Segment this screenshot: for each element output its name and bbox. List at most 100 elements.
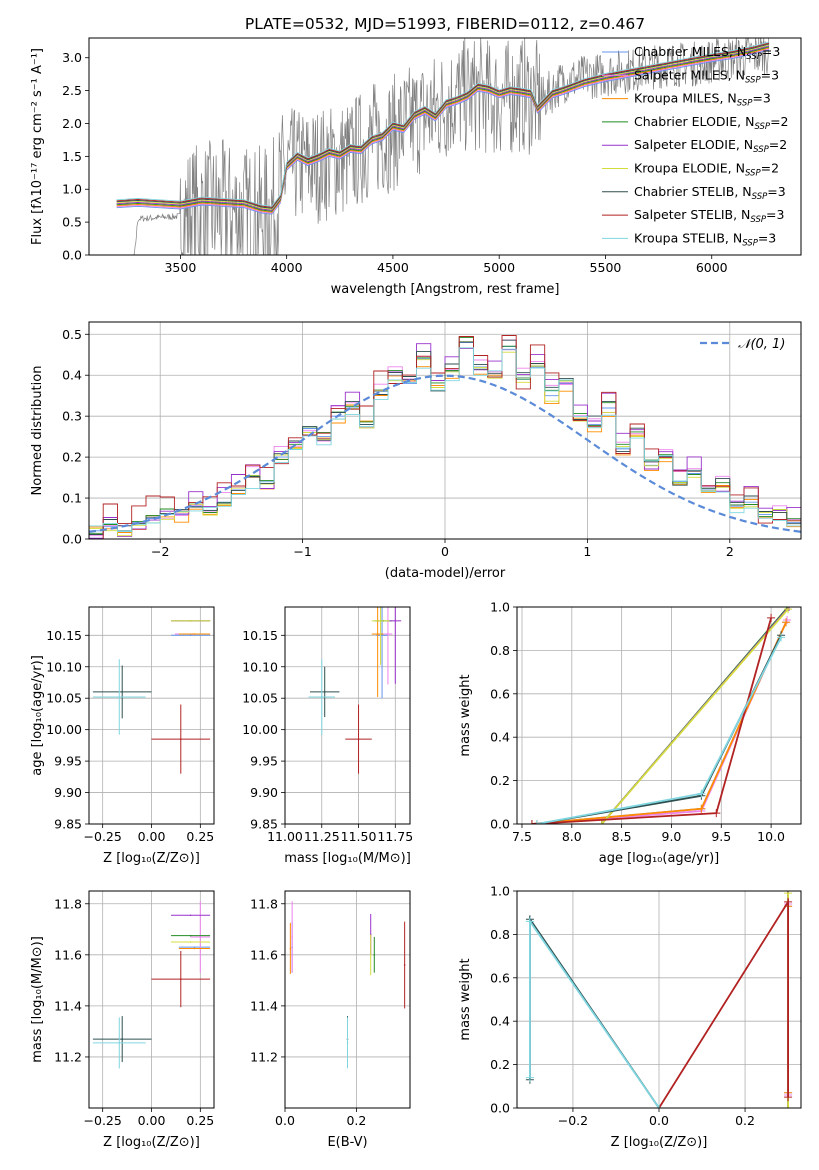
x-tick-label: 0.25 [186, 1113, 214, 1128]
y-tick-label: 10.15 [46, 628, 82, 643]
y-tick-label: 0.0 [62, 248, 82, 263]
data-point-7 [179, 978, 182, 980]
mw-vs-Z-data [525, 891, 793, 1108]
y-tick-label: 0.2 [62, 450, 82, 465]
data-point-8 [118, 1042, 121, 1044]
plus-marker-8-1 [697, 789, 706, 798]
data-point-4 [394, 620, 397, 622]
x-axis-label: Z [log₁₀(Z/Z⊙)] [103, 1135, 200, 1150]
plus-marker-8-2 [777, 633, 786, 642]
mw-vs-Z-panel: −0.2 0.0 0.2 0.0 0.2 0.4 0.6 0.8 1.0 Z [log₁₀(Z/Z… [458, 884, 802, 1150]
mass-vs-ebv-panel: 0.0 0.2 11.2 11.4 11.6 11.8 E(B-V) [250, 890, 411, 1150]
y-tick-label: 10.15 [242, 628, 278, 643]
plus-marker-5-1 [784, 607, 793, 614]
mass-vs-ebv-data [289, 901, 406, 1069]
y-tick-label: 3.0 [62, 50, 82, 65]
y-tick-label: 11.4 [250, 998, 278, 1013]
model-line-6 [116, 43, 770, 209]
residuals-data [89, 335, 801, 539]
x-tick-label: 11.25 [304, 829, 340, 844]
x-tick-label: 0.00 [138, 1113, 166, 1128]
x-tick-label: 11.00 [267, 829, 303, 844]
histogram-step-6 [89, 339, 801, 535]
residuals-panel: −2 −1 0 1 2 0.0 0.1 0.2 0.3 0.4 0.5 (data-model)/er… [30, 321, 802, 581]
x-tick-label: 4000 [271, 260, 303, 275]
data-point-7 [403, 964, 406, 966]
y-tick-label: 0.0 [490, 1101, 510, 1116]
y-tick-label: 9.95 [250, 754, 278, 769]
data-point-2 [376, 633, 379, 635]
x-axis-label: Z [log₁₀(Z/Z⊙)] [611, 1135, 708, 1150]
figure-title: PLATE=0532, MJD=51993, FIBERID=0112, z=0… [245, 15, 645, 33]
y-tick-label: 2.5 [62, 83, 82, 98]
y-tick-label: 0.6 [490, 970, 510, 985]
y-axis-label: mass [log₁₀(M/M⊙)] [30, 936, 45, 1063]
x-tick-label: 7.5 [512, 829, 532, 844]
age-vs-Z-data [92, 620, 211, 774]
legend-entry-3: Chabrier ELODIE, NSSP=2 [634, 114, 789, 132]
x-tick-label: 5000 [483, 260, 515, 275]
mass-weight-line-5 [601, 608, 789, 824]
y-tick-label: 10.00 [242, 722, 278, 737]
x-tick-label: 0 [441, 544, 449, 559]
plus-marker-2-1 [697, 804, 706, 813]
axes-frame [88, 37, 802, 256]
x-tick-label: 0.2 [346, 1113, 366, 1128]
data-point-3 [189, 934, 192, 937]
x-tick-label: 8.0 [562, 829, 582, 844]
data-point-3 [373, 954, 376, 956]
plus-marker-7-1 [784, 897, 793, 906]
y-tick-label: 10.00 [46, 722, 82, 737]
y-tick-label: 1.0 [62, 182, 82, 197]
plus-marker-8-0 [532, 820, 541, 824]
mw-vs-age-panel: 7.5 8.0 8.5 9.0 9.5 10.0 0.0 0.2 0.4 0.6 0.8 1.0 age… [458, 600, 802, 866]
y-tick-label: 11.8 [250, 896, 278, 911]
x-tick-label: 6000 [696, 260, 728, 275]
y-tick-label: 11.8 [54, 896, 82, 911]
axes-frame [88, 890, 215, 1109]
axes-frame [284, 606, 411, 825]
data-point-6 [121, 691, 124, 693]
axes-frame [516, 606, 802, 825]
age-vs-mass-data [308, 607, 402, 774]
data-point-8 [320, 696, 323, 698]
spectrum-panel: 3500 4000 4500 5000 5500 6000 0.0 0.5 1.0 1.5 2.0 2… [30, 37, 802, 297]
axes-frame [88, 606, 215, 825]
plus-marker-7-1 [712, 809, 721, 818]
y-tick-label: 0.8 [490, 927, 510, 942]
data-point-8 [118, 696, 121, 698]
axes-frame [516, 890, 802, 1109]
data-point-6 [121, 1038, 124, 1040]
data-point-7 [179, 738, 182, 740]
x-tick-label: 0.00 [138, 829, 166, 844]
axes-frame [284, 890, 411, 1109]
y-tick-label: 1.5 [62, 149, 82, 164]
x-tick-label: 9.5 [711, 829, 731, 844]
model-line-0 [116, 49, 770, 215]
legend-entry-4: Salpeter ELODIE, NSSP=2 [634, 137, 787, 155]
data-point-1 [291, 936, 293, 938]
y-tick-label: 0.3 [62, 409, 82, 424]
data-point-0 [193, 946, 196, 948]
y-tick-label: 10.05 [46, 691, 82, 706]
plus-marker-7-2 [767, 613, 776, 622]
data-point-5 [189, 941, 192, 943]
x-axis-label: E(B-V) [327, 1135, 367, 1150]
legend-entry-1: Salpeter MILES, NSSP=3 [634, 67, 779, 85]
mass-vs-Z-panel: −0.25 0.00 0.25 11.2 11.4 11.6 11.8 Z [log₁₀(Z/… [30, 890, 215, 1150]
y-axis-label: mass weight [458, 958, 473, 1040]
model-line-1 [116, 48, 770, 214]
model-line-7 [116, 42, 770, 208]
y-tick-label: 11.2 [54, 1049, 82, 1064]
plus-marker-5-1 [784, 891, 793, 898]
spectrum-data [116, 38, 770, 255]
plus-marker-8-0 [525, 1073, 534, 1082]
data-point-5 [189, 620, 192, 622]
plus-marker-5-0 [784, 1104, 793, 1108]
y-tick-label: 1.0 [490, 600, 510, 615]
mass-weight-line-8 [529, 918, 660, 1108]
plus-marker-8-2 [655, 1104, 663, 1108]
y-tick-label: 10.05 [242, 691, 278, 706]
plus-marker-5-0 [597, 820, 606, 824]
x-tick-label: 9.0 [662, 829, 682, 844]
